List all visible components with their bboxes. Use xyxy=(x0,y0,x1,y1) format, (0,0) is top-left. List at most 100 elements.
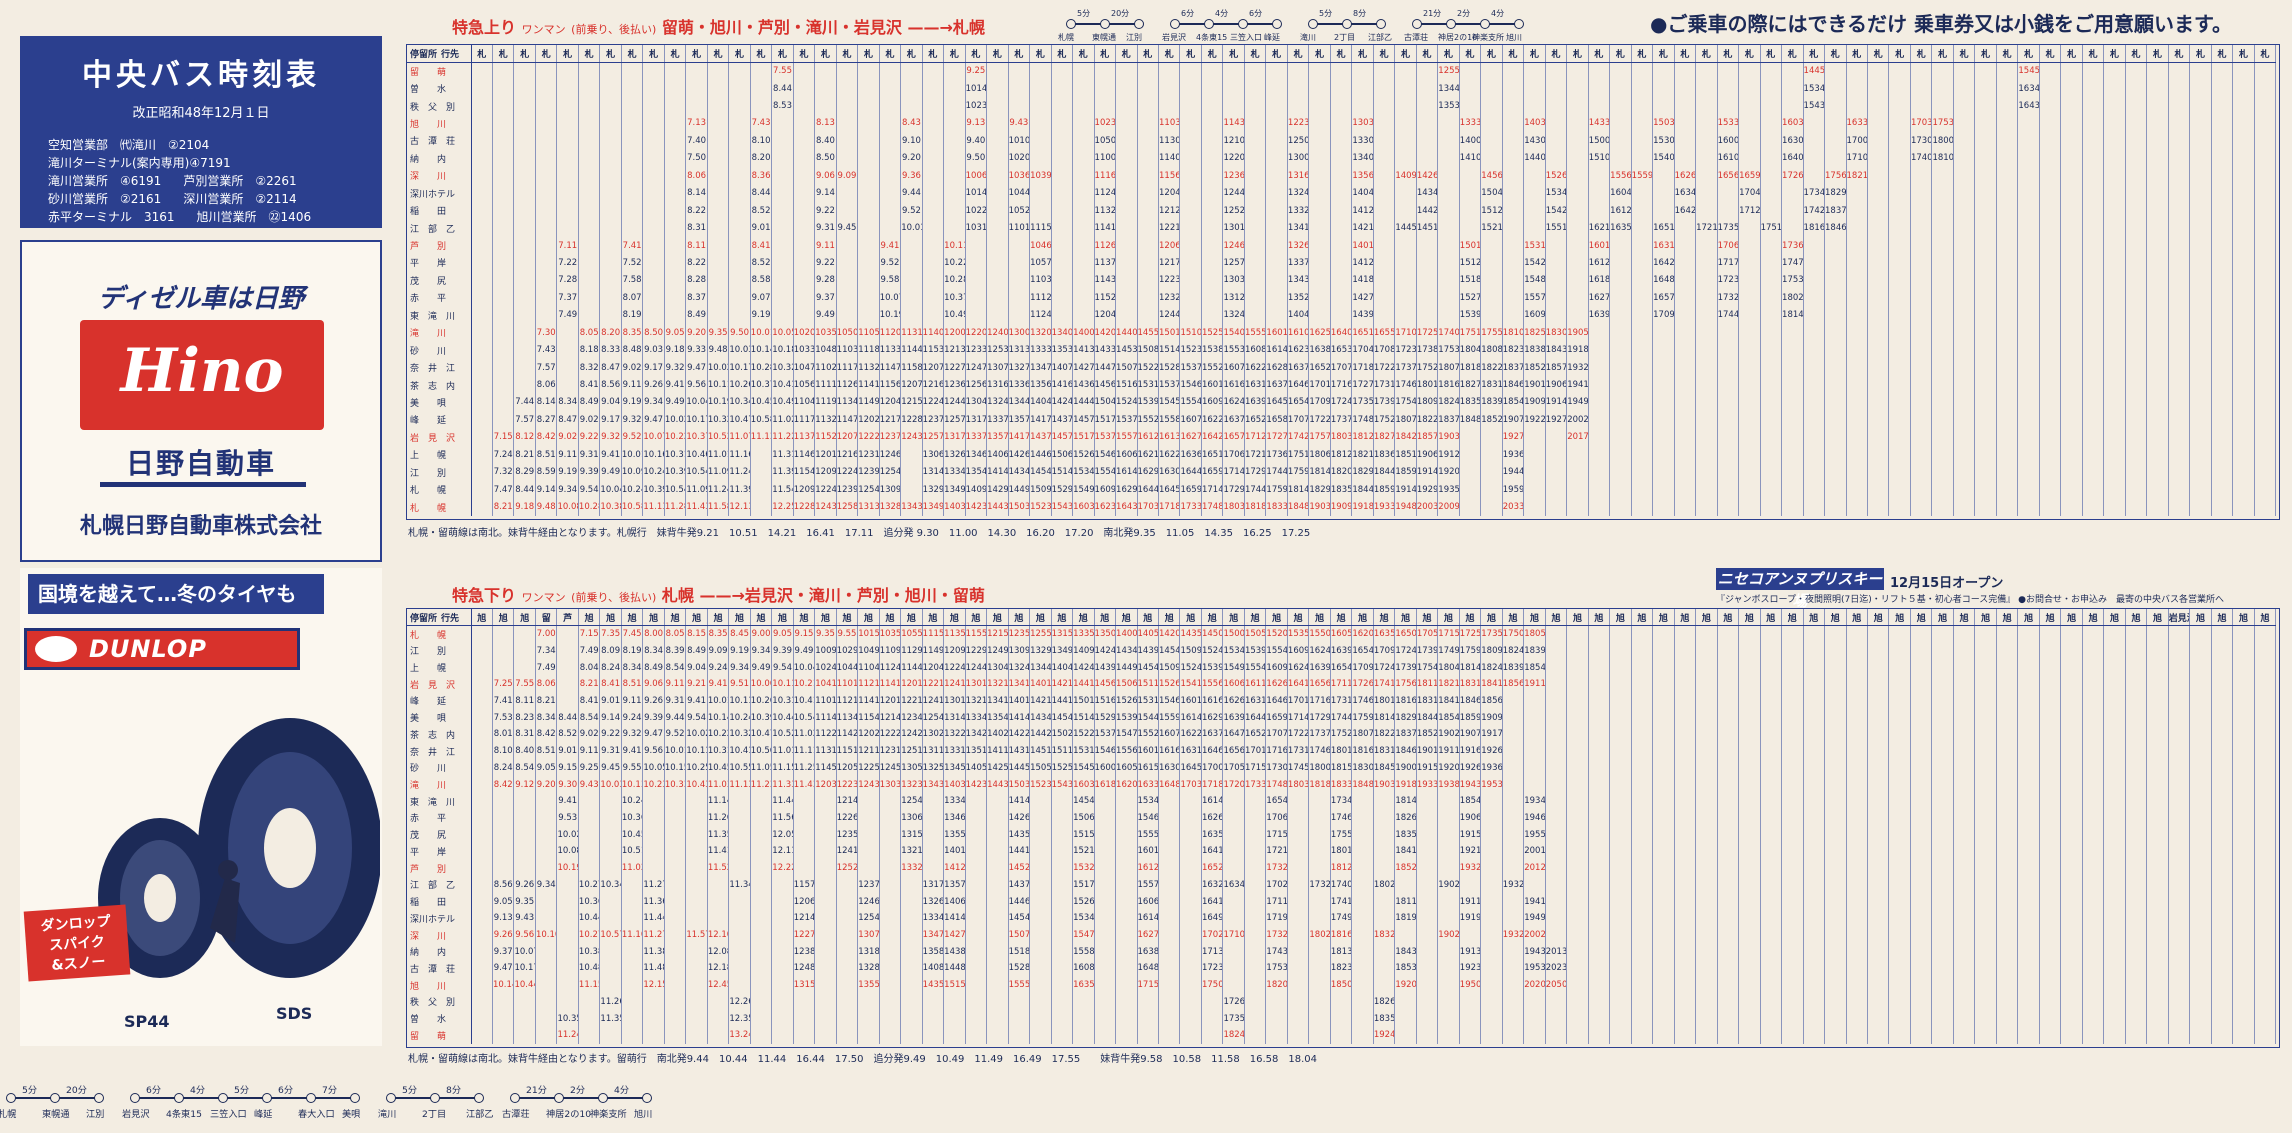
departure-time xyxy=(2189,446,2212,464)
departure-time xyxy=(2232,393,2255,412)
departure-time xyxy=(793,1026,816,1044)
departure-time xyxy=(1158,876,1181,894)
departure-time xyxy=(1803,692,1826,710)
departure-time: 1115 xyxy=(922,625,945,643)
departure-time xyxy=(1760,271,1783,290)
departure-time xyxy=(1502,1026,1525,1044)
departure-time xyxy=(1588,909,1611,927)
departure-time xyxy=(1803,625,1826,643)
departure-time: 1351 xyxy=(965,742,988,760)
departure-time xyxy=(1674,324,1697,342)
stop-name: 旭 川 xyxy=(407,976,472,994)
departure-time: 1829 xyxy=(1308,480,1331,499)
departure-time xyxy=(922,184,945,202)
departure-time xyxy=(1996,826,2019,844)
departure-time xyxy=(771,132,794,150)
departure-time xyxy=(1760,659,1783,676)
departure-time: 1744 xyxy=(1265,463,1288,481)
departure-time: 1816 xyxy=(1330,926,1353,944)
departure-time xyxy=(1803,893,1826,910)
departure-time: 1347 xyxy=(922,926,945,944)
departure-time xyxy=(1846,642,1868,660)
departure-time xyxy=(1308,859,1331,877)
departure-time: 1522 xyxy=(1137,358,1160,377)
departure-time xyxy=(492,341,515,359)
departure-time xyxy=(1695,909,1718,927)
departure-time xyxy=(1631,642,1654,660)
departure-time xyxy=(1631,341,1654,359)
departure-time: 10.27 xyxy=(578,876,601,894)
departure-time: 11.35 xyxy=(707,826,730,844)
departure-time xyxy=(2189,976,2212,994)
departure-time: 1946 xyxy=(1523,809,1546,827)
departure-time xyxy=(2146,289,2169,307)
departure-time xyxy=(1910,943,1933,961)
departure-time xyxy=(1029,993,1052,1011)
departure-time xyxy=(1502,776,1525,793)
departure-time xyxy=(1888,463,1911,481)
departure-time: 10.07 xyxy=(879,289,902,307)
departure-time: 1627 xyxy=(1179,428,1202,447)
destination-cell: 旭 xyxy=(492,609,515,627)
departure-time: 1541 xyxy=(1179,675,1202,693)
departure-time: 1731 xyxy=(1287,742,1310,760)
departure-time xyxy=(1480,792,1503,810)
departure-time: 11.41 xyxy=(707,843,730,860)
departure-time xyxy=(1953,184,1976,202)
departure-time xyxy=(1480,149,1503,168)
departure-time xyxy=(1051,876,1074,894)
down-note: 札幌・留萌線は南北。妹背牛経由となります。留萌行 南北発9.44 10.44 1… xyxy=(408,1054,1318,1065)
departure-time xyxy=(1394,1010,1417,1027)
departure-time xyxy=(1910,960,1933,977)
departure-time: 2009 xyxy=(1437,498,1460,516)
destination-cell: 旭 xyxy=(1867,609,1890,627)
departure-time xyxy=(513,1010,536,1027)
departure-time: 1340 xyxy=(1051,324,1074,342)
departure-time xyxy=(1179,306,1202,324)
departure-time xyxy=(2232,411,2255,429)
departure-time: 1824 xyxy=(1222,1026,1245,1044)
departure-time: 1317 xyxy=(943,428,966,447)
departure-time xyxy=(1996,692,2019,710)
departure-time: 10.28 xyxy=(578,498,601,516)
departure-time xyxy=(2060,446,2083,464)
departure-time xyxy=(1609,271,1632,290)
departure-time xyxy=(1888,132,1911,150)
departure-time xyxy=(1179,167,1202,185)
departure-time: 1532 xyxy=(1072,859,1095,877)
departure-time xyxy=(1179,993,1202,1011)
departure-time xyxy=(2017,642,2040,660)
departure-time xyxy=(1824,776,1847,793)
departure-time: 1715 xyxy=(1437,625,1460,643)
departure-time: 1816 xyxy=(1351,742,1374,760)
departure-time xyxy=(1480,306,1503,324)
departure-time xyxy=(922,809,945,827)
departure-time: 1648 xyxy=(1158,776,1181,793)
departure-time xyxy=(1330,201,1353,220)
departure-time: 1321 xyxy=(965,692,988,710)
departure-time: 1927 xyxy=(1545,411,1568,429)
destination-cell: 旭 xyxy=(793,609,816,627)
departure-time: 1134 xyxy=(836,393,859,412)
departure-time: 9.49 xyxy=(599,463,622,481)
stop-node-icon xyxy=(174,1093,184,1103)
departure-time xyxy=(535,809,558,827)
departure-time: 1543 xyxy=(1051,498,1074,516)
departure-time xyxy=(2060,642,2083,660)
departure-time: 1801 xyxy=(1330,843,1353,860)
departure-time: 1335 xyxy=(1072,625,1095,643)
departure-time xyxy=(1781,843,1804,860)
departure-time: 1759 xyxy=(1265,480,1288,499)
departure-time: 10.45 xyxy=(707,759,730,777)
destination-cell: 旭 xyxy=(1308,609,1331,627)
departure-time xyxy=(1910,376,1933,394)
departure-time: 1753 xyxy=(1931,114,1954,133)
departure-time xyxy=(2211,943,2234,961)
departure-time xyxy=(1416,926,1439,944)
dunlop-logo: DUNLOP xyxy=(89,635,207,663)
departure-time: 1507 xyxy=(1008,926,1031,944)
departure-time: 1637 xyxy=(1222,411,1245,429)
destination-cell: 旭 xyxy=(1738,609,1761,627)
departure-time xyxy=(1029,960,1052,977)
departure-time xyxy=(1781,960,1804,977)
